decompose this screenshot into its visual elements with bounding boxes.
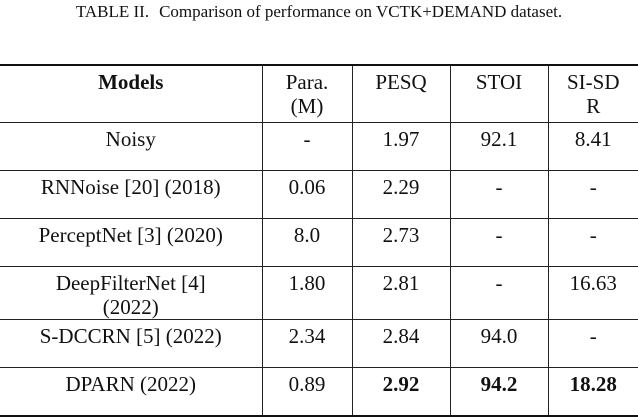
value-cell: - xyxy=(449,266,549,320)
table-row: DeepFilterNet [4] (2022) 1.80 2.81-16.63 xyxy=(0,266,638,320)
value-cell: 16.63 xyxy=(547,266,638,320)
value-cell: 2.34 xyxy=(261,319,353,368)
header-cell: PESQ xyxy=(351,64,451,123)
header-row: Models Para. (M) PESQ STOI SI-SDR xyxy=(0,64,638,123)
value-cell: 2.73 xyxy=(351,218,451,267)
model-cell: PerceptNet [3] (2020) xyxy=(0,218,263,267)
value-cell: - xyxy=(547,218,638,267)
value-cell: - xyxy=(547,170,638,219)
value-cell: 1.80 xyxy=(261,266,353,320)
value-cell: - xyxy=(449,170,549,219)
table-row: S-DCCRN [5] (2022) 2.34 2.84 94.0- xyxy=(0,319,638,368)
model-cell: RNNoise [20] (2018) xyxy=(0,170,263,219)
table-row: RNNoise [20] (2018) 0.06 2.29- - xyxy=(0,170,638,219)
value-cell: 94.0 xyxy=(449,319,549,368)
header-cell: STOI xyxy=(449,64,549,123)
table-row: PerceptNet [3] (2020) 8.0 2.73- - xyxy=(0,218,638,267)
value-cell: 0.89 xyxy=(261,367,353,417)
results-table: Models Para. (M) PESQ STOI SI-SDR Noisy -1.97… xyxy=(0,64,638,417)
value-cell: 1.97 xyxy=(351,122,451,171)
value-cell: 18.28 xyxy=(547,367,638,417)
value-cell: - xyxy=(261,122,353,171)
caption-text: Comparison of performance on VCTK+DEMAND… xyxy=(159,2,563,21)
value-cell: 8.41 xyxy=(547,122,638,171)
value-cell: 92.1 xyxy=(449,122,549,171)
value-cell: 94.2 xyxy=(449,367,549,417)
value-cell: 2.29 xyxy=(351,170,451,219)
value-cell: 0.06 xyxy=(261,170,353,219)
value-cell: - xyxy=(449,218,549,267)
value-cell: - xyxy=(547,319,638,368)
header-cell: Models xyxy=(0,64,263,123)
caption: TABLE II. Comparison of performance on VC… xyxy=(0,0,638,24)
table-row: DPARN (2022) 0.89 2.92 94.2 18.28 xyxy=(0,367,638,417)
header-cell: Para. (M) xyxy=(261,64,353,123)
model-cell: DeepFilterNet [4] (2022) xyxy=(0,266,263,320)
table-row: Noisy -1.97 92.1 8.41 xyxy=(0,122,638,171)
model-cell: Noisy xyxy=(0,122,263,171)
value-cell: 8.0 xyxy=(261,218,353,267)
value-cell: 2.81 xyxy=(351,266,451,320)
value-cell: 2.84 xyxy=(351,319,451,368)
table-body: Noisy -1.97 92.1 8.41 RNNoise [20] (2018) 0.0… xyxy=(0,122,638,417)
value-cell: 2.92 xyxy=(351,367,451,417)
model-cell: S-DCCRN [5] (2022) xyxy=(0,319,263,368)
header-cell: SI-SDR xyxy=(547,64,638,123)
model-cell: DPARN (2022) xyxy=(0,367,263,417)
caption-label: TABLE II. xyxy=(75,2,150,21)
